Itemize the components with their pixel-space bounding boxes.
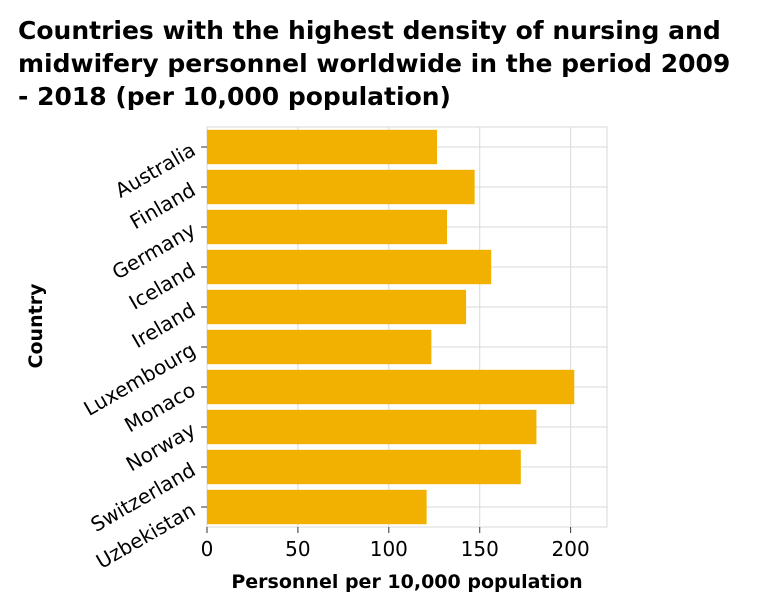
bar-luxembourg — [207, 329, 432, 365]
bar-iceland — [207, 249, 492, 285]
bar-switzerland — [207, 449, 521, 485]
x-tick-label: 200 — [552, 537, 590, 561]
bar-ireland — [207, 289, 467, 325]
bar-monaco — [207, 369, 575, 405]
chart-title: Countries with the highest density of nu… — [18, 16, 731, 111]
bar-finland — [207, 169, 475, 205]
x-tick-label: 0 — [201, 537, 214, 561]
x-axis-label: Personnel per 10,000 population — [231, 571, 582, 593]
bars — [207, 129, 575, 525]
bar-australia — [207, 129, 437, 165]
bar-germany — [207, 209, 447, 245]
y-axis-label: Country — [25, 283, 47, 369]
x-tick-label: 100 — [370, 537, 408, 561]
x-tick-label: 150 — [461, 537, 499, 561]
bar-norway — [207, 409, 537, 445]
bar-uzbekistan — [207, 489, 427, 525]
x-tick-label: 50 — [285, 537, 310, 561]
